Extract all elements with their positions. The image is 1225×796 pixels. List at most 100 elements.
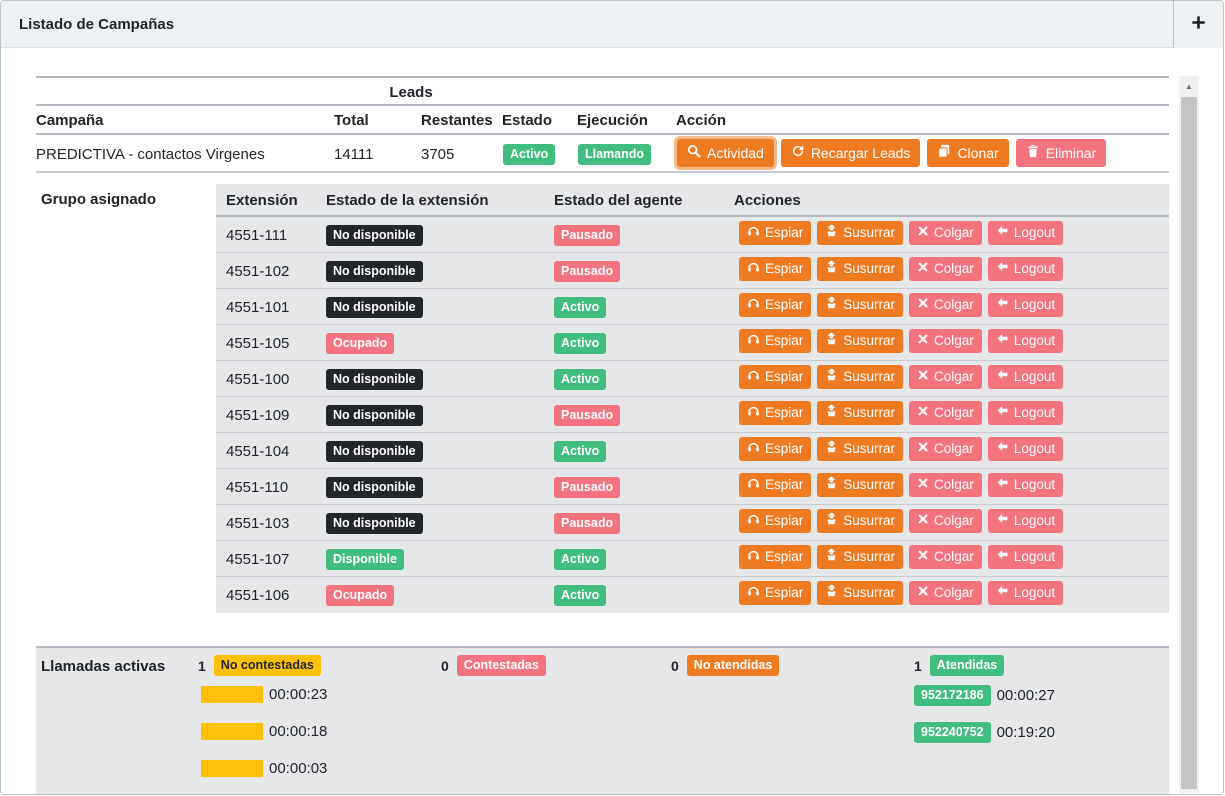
logout-button[interactable]: Logout (988, 509, 1063, 533)
whisper-button[interactable]: Susurrar (817, 221, 903, 245)
logout-button[interactable]: Logout (988, 581, 1063, 605)
spy-button[interactable]: Espiar (739, 329, 811, 353)
hangup-button[interactable]: Colgar (909, 473, 982, 497)
extension-row: 4551-109 No disponible Pausado Espiar Su… (216, 397, 1169, 433)
spy-button[interactable]: Espiar (739, 401, 811, 425)
spy-button[interactable]: Espiar (739, 545, 811, 569)
whisper-button[interactable]: Susurrar (817, 437, 903, 461)
logout-button[interactable]: Logout (988, 257, 1063, 281)
hangup-button[interactable]: Colgar (909, 293, 982, 317)
delete-button[interactable]: Eliminar (1016, 139, 1107, 167)
logout-button[interactable]: Logout (988, 293, 1063, 317)
logout-button[interactable]: Logout (988, 329, 1063, 353)
agent-state-badge: Activo (554, 441, 606, 462)
column-header-campaign: Campaña (36, 112, 104, 129)
whisper-button[interactable]: Susurrar (817, 329, 903, 353)
logout-button[interactable]: Logout (988, 437, 1063, 461)
counter-attended-count: 1 (914, 658, 922, 674)
scrollbar-thumb[interactable] (1181, 97, 1197, 789)
hangup-button[interactable]: Colgar (909, 365, 982, 389)
clone-button-label: Clonar (957, 144, 998, 162)
column-header-execution: Ejecución (577, 112, 648, 129)
x-icon (917, 404, 929, 422)
logout-button[interactable]: Logout (988, 545, 1063, 569)
logout-button[interactable]: Logout (988, 221, 1063, 245)
hangup-button-label: Colgar (934, 548, 974, 566)
spy-button-label: Espiar (765, 548, 803, 566)
clone-button[interactable]: Clonar (927, 139, 1008, 167)
whisper-button[interactable]: Susurrar (817, 509, 903, 533)
counter-unanswered-badge: No contestadas (214, 655, 321, 676)
column-header-extension: Extensión (226, 192, 298, 209)
arrow-left-icon (996, 476, 1009, 494)
agent-state-badge: Activo (554, 297, 606, 318)
arrow-left-icon (996, 584, 1009, 602)
counter-answered-badge: Contestadas (457, 655, 546, 676)
headphones-icon (747, 512, 760, 530)
logout-button[interactable]: Logout (988, 473, 1063, 497)
extension-actions: Espiar Susurrar Colgar Logout (739, 221, 1063, 245)
agent-state-badge: Pausado (554, 405, 620, 426)
whisper-button[interactable]: Susurrar (817, 365, 903, 389)
spy-button[interactable]: Espiar (739, 437, 811, 461)
whisper-button[interactable]: Susurrar (817, 401, 903, 425)
extension-actions: Espiar Susurrar Colgar Logout (739, 365, 1063, 389)
x-icon (917, 548, 929, 566)
hangup-button[interactable]: Colgar (909, 509, 982, 533)
arrow-left-icon (996, 368, 1009, 386)
extension-table: Extensión Estado de la extensión Estado … (216, 184, 1169, 613)
hangup-button[interactable]: Colgar (909, 437, 982, 461)
logout-button-label: Logout (1014, 548, 1055, 566)
counter-answered-count: 0 (441, 658, 449, 674)
whisper-button[interactable]: Susurrar (817, 581, 903, 605)
vertical-scrollbar[interactable]: ▲ (1179, 76, 1199, 793)
whisper-button[interactable]: Susurrar (817, 545, 903, 569)
x-icon (917, 296, 929, 314)
agent-state-badge: Activo (554, 333, 606, 354)
agent-state-badge: Activo (554, 549, 606, 570)
spy-button[interactable]: Espiar (739, 221, 811, 245)
scrollbar-up-arrow[interactable]: ▲ (1179, 76, 1199, 96)
hangup-button[interactable]: Colgar (909, 329, 982, 353)
extension-state-badge: Disponible (326, 549, 404, 570)
spy-button[interactable]: Espiar (739, 257, 811, 281)
spy-button[interactable]: Espiar (739, 293, 811, 317)
whisper-button[interactable]: Susurrar (817, 473, 903, 497)
column-header-state: Estado (502, 112, 552, 129)
column-header-extension-state: Estado de la extensión (326, 192, 489, 209)
whisper-button[interactable]: Susurrar (817, 293, 903, 317)
extension-number: 4551-105 (226, 335, 289, 352)
hangup-button[interactable]: Colgar (909, 257, 982, 281)
hangup-button[interactable]: Colgar (909, 401, 982, 425)
extension-number: 4551-102 (226, 263, 289, 280)
counter-unattended-count: 0 (671, 658, 679, 674)
call-progress-bar (201, 760, 263, 777)
spy-button[interactable]: Espiar (739, 473, 811, 497)
activity-button[interactable]: Actividad (677, 139, 774, 167)
hangup-button[interactable]: Colgar (909, 545, 982, 569)
extension-table-body: 4551-111 No disponible Pausado Espiar Su… (216, 217, 1169, 613)
spy-button[interactable]: Espiar (739, 581, 811, 605)
logout-button[interactable]: Logout (988, 365, 1063, 389)
extension-number: 4551-100 (226, 371, 289, 388)
extension-state-badge: No disponible (326, 405, 423, 426)
hangup-button[interactable]: Colgar (909, 581, 982, 605)
add-campaign-button[interactable] (1173, 1, 1223, 48)
logout-button[interactable]: Logout (988, 401, 1063, 425)
hangup-button[interactable]: Colgar (909, 221, 982, 245)
delete-button-label: Eliminar (1046, 144, 1097, 162)
reload-leads-button[interactable]: Recargar Leads (781, 139, 921, 167)
logout-button-label: Logout (1014, 512, 1055, 530)
spy-button-label: Espiar (765, 440, 803, 458)
spy-person-icon (825, 548, 838, 566)
whisper-button[interactable]: Susurrar (817, 257, 903, 281)
whisper-button-label: Susurrar (843, 260, 895, 278)
spy-button-label: Espiar (765, 260, 803, 278)
spy-button[interactable]: Espiar (739, 509, 811, 533)
spy-button[interactable]: Espiar (739, 365, 811, 389)
campaign-actions: Actividad Recargar Leads Clonar (677, 139, 1106, 167)
headphones-icon (747, 296, 760, 314)
extension-row: 4551-102 No disponible Pausado Espiar Su… (216, 253, 1169, 289)
headphones-icon (747, 368, 760, 386)
extension-actions: Espiar Susurrar Colgar Logout (739, 329, 1063, 353)
